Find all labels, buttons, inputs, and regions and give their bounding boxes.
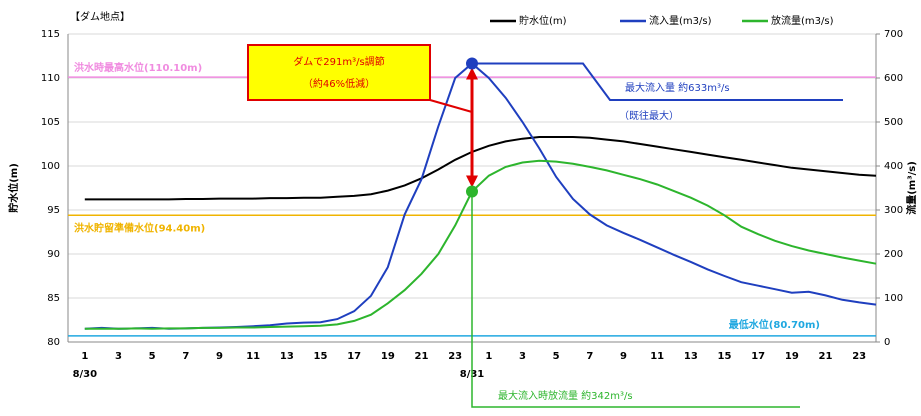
- date-label: 8/30: [73, 369, 98, 380]
- series-line: [84, 136, 877, 201]
- y2-tick-label: 700: [884, 29, 903, 40]
- x-tick-label: 5: [553, 351, 560, 362]
- x-tick-label: 21: [415, 351, 429, 362]
- y2-tick-label: 300: [884, 205, 903, 216]
- leader-line: [471, 191, 800, 408]
- x-tick-label: 1: [485, 351, 492, 362]
- x-tick-label: 7: [586, 351, 593, 362]
- x-tick-label: 23: [448, 351, 462, 362]
- reference-label: 洪水時最高水位(110.10m): [74, 61, 202, 74]
- legend-label: 流入量(m3/s): [649, 14, 712, 27]
- y-tick-label: 90: [47, 249, 60, 260]
- x-tick-label: 3: [519, 351, 526, 362]
- arrow-head: [466, 175, 478, 188]
- peak-marker: [466, 57, 478, 70]
- annotation-text: 最大流入量 約633m³/s: [625, 81, 730, 94]
- y2-tick-label: 100: [884, 293, 903, 304]
- y-axis-label: 貯水位(m): [7, 163, 20, 213]
- x-tick-label: 11: [246, 351, 260, 362]
- chart-title: 【ダム地点】: [70, 10, 130, 23]
- y-tick-label: 95: [47, 205, 60, 216]
- x-tick-label: 11: [650, 351, 664, 362]
- annotation-text: 最大流入時放流量 約342m³/s: [498, 389, 633, 402]
- x-tick-label: 13: [684, 351, 698, 362]
- reference-label: 洪水貯留準備水位(94.40m): [74, 221, 205, 234]
- peak-marker: [466, 185, 478, 198]
- x-tick-label: 13: [280, 351, 294, 362]
- x-tick-label: 23: [852, 351, 866, 362]
- x-tick-label: 9: [620, 351, 627, 362]
- y2-tick-label: 500: [884, 117, 903, 128]
- y2-tick-label: 200: [884, 249, 903, 260]
- y2-tick-label: 0: [884, 337, 890, 348]
- x-tick-label: 17: [347, 351, 361, 362]
- y-tick-label: 105: [41, 117, 60, 128]
- x-tick-label: 17: [751, 351, 765, 362]
- y-tick-label: 80: [47, 337, 60, 348]
- x-tick-label: 19: [381, 351, 395, 362]
- x-tick-label: 5: [149, 351, 156, 362]
- arrow-head: [466, 67, 478, 80]
- legend-label: 放流量(m3/s): [771, 14, 834, 27]
- annotation-box: [247, 44, 431, 101]
- y2-tick-label: 600: [884, 73, 903, 84]
- y-tick-label: 100: [41, 161, 60, 172]
- y-tick-label: 115: [41, 29, 60, 40]
- leader-line: [429, 99, 473, 113]
- legend-label: 貯水位(m): [519, 14, 567, 27]
- annotation-text: （既往最大）: [619, 109, 679, 122]
- x-tick-label: 3: [115, 351, 122, 362]
- series-line: [84, 62, 877, 330]
- x-tick-label: 19: [785, 351, 799, 362]
- leader-line: [472, 62, 843, 101]
- y-tick-label: 110: [41, 73, 60, 84]
- reference-label: 最低水位(80.70m): [729, 318, 820, 331]
- series-line: [84, 159, 877, 330]
- x-tick-label: 9: [216, 351, 223, 362]
- annotation-text: ダムで291m³/s調節: [293, 55, 384, 68]
- x-tick-label: 15: [718, 351, 732, 362]
- x-tick-label: 15: [314, 351, 328, 362]
- x-tick-label: 7: [182, 351, 189, 362]
- x-tick-label: 21: [819, 351, 833, 362]
- y2-tick-label: 400: [884, 161, 903, 172]
- y-tick-label: 85: [47, 293, 60, 304]
- y2-axis-label: 流量(m³/s): [905, 161, 918, 215]
- annotation-text: （約46%低減）: [303, 77, 375, 90]
- x-tick-label: 1: [81, 351, 88, 362]
